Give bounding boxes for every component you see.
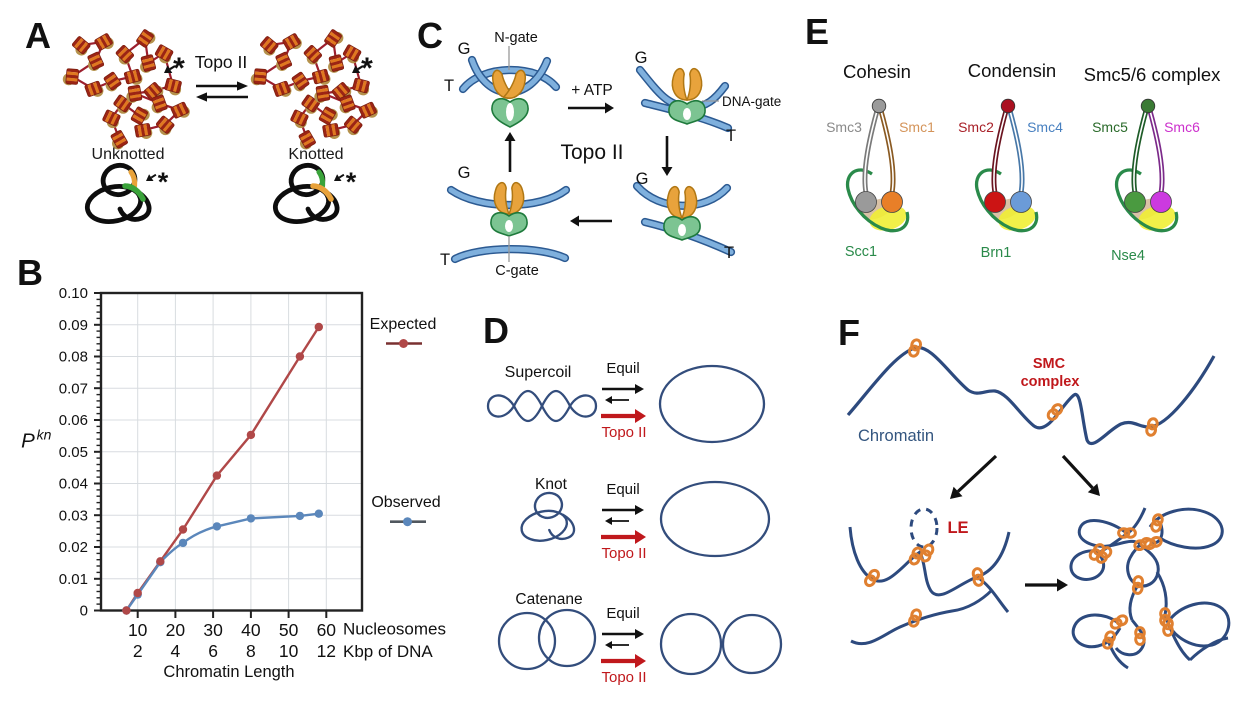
svg-text:kn: kn [37,427,52,443]
svg-text:0.09: 0.09 [59,317,88,334]
svg-text:T: T [444,77,454,95]
svg-text:C-gate: C-gate [495,263,539,279]
svg-text:Catenane: Catenane [515,591,582,608]
svg-text:Equil: Equil [606,605,639,622]
svg-text:Scc1: Scc1 [845,244,877,260]
svg-text:0.08: 0.08 [59,349,88,366]
svg-text:F: F [838,312,860,353]
svg-text:4: 4 [171,641,181,661]
svg-text:SMC: SMC [1033,356,1066,372]
svg-text:complex: complex [1021,374,1080,390]
svg-text:Kbp of DNA: Kbp of DNA [343,642,433,661]
svg-text:Topo II: Topo II [560,141,623,164]
svg-text:G: G [458,40,471,58]
svg-text:T: T [724,244,734,262]
svg-text:Nucleosomes: Nucleosomes [343,620,446,639]
svg-text:G: G [635,49,648,67]
svg-text:B: B [17,252,43,293]
svg-text:*: * [346,167,357,197]
svg-text:Smc5/6 complex: Smc5/6 complex [1084,64,1221,85]
svg-text:G: G [636,170,649,188]
svg-text:*: * [158,167,169,197]
svg-text:0.02: 0.02 [59,539,88,556]
svg-text:Condensin: Condensin [968,60,1056,81]
svg-text:Chromatin: Chromatin [858,427,934,445]
svg-text:A: A [25,15,51,56]
svg-text:Smc4: Smc4 [1027,119,1063,135]
svg-text:*: * [361,52,373,85]
svg-text:30: 30 [203,620,223,640]
svg-text:Cohesin: Cohesin [843,61,911,82]
svg-text:8: 8 [246,641,256,661]
svg-text:0.05: 0.05 [59,444,88,461]
svg-text:D: D [483,310,509,351]
svg-text:Supercoil: Supercoil [505,364,572,381]
svg-text:T: T [440,251,450,269]
svg-text:Equil: Equil [606,360,639,377]
svg-text:P: P [21,430,35,453]
svg-text:0.04: 0.04 [59,476,88,493]
svg-text:G: G [458,164,471,182]
svg-text:0.01: 0.01 [59,571,88,588]
svg-text:Smc2: Smc2 [958,119,994,135]
svg-text:+ ATP: + ATP [571,82,613,99]
svg-text:Chromatin Length: Chromatin Length [163,663,294,681]
svg-text:60: 60 [317,620,337,640]
svg-text:Brn1: Brn1 [981,245,1012,261]
svg-text:2: 2 [133,641,143,661]
svg-text:E: E [805,11,829,52]
svg-text:40: 40 [241,620,261,640]
svg-text:Expected: Expected [370,316,437,333]
svg-text:N-gate: N-gate [494,30,538,46]
svg-text:0: 0 [80,603,88,620]
svg-text:DNA-gate: DNA-gate [722,94,781,109]
svg-text:6: 6 [208,641,218,661]
svg-text:Smc5: Smc5 [1092,119,1128,135]
svg-text:0.06: 0.06 [59,412,88,429]
svg-text:C: C [417,15,443,56]
svg-text:LE: LE [947,519,968,537]
svg-text:0.07: 0.07 [59,380,88,397]
svg-text:Topo II: Topo II [601,669,646,686]
svg-text:Topo II: Topo II [601,545,646,562]
svg-text:0.10: 0.10 [59,285,88,302]
svg-text:Equil: Equil [606,481,639,498]
svg-text:Knot: Knot [535,476,568,493]
svg-text:Topo II: Topo II [195,52,248,72]
svg-text:Smc1: Smc1 [899,119,935,135]
svg-text:50: 50 [279,620,299,640]
svg-text:Knotted: Knotted [288,146,343,163]
svg-text:0.03: 0.03 [59,507,88,524]
svg-text:Topo II: Topo II [601,424,646,441]
svg-text:Nse4: Nse4 [1111,248,1145,264]
svg-text:Smc3: Smc3 [826,119,862,135]
svg-text:12: 12 [317,641,336,661]
svg-text:T: T [726,127,736,145]
svg-text:10: 10 [128,620,148,640]
svg-text:10: 10 [279,641,299,661]
svg-text:Unknotted: Unknotted [92,146,165,163]
svg-text:20: 20 [166,620,186,640]
svg-text:Smc6: Smc6 [1164,119,1200,135]
svg-text:Observed: Observed [371,494,440,511]
svg-text:*: * [173,52,185,85]
